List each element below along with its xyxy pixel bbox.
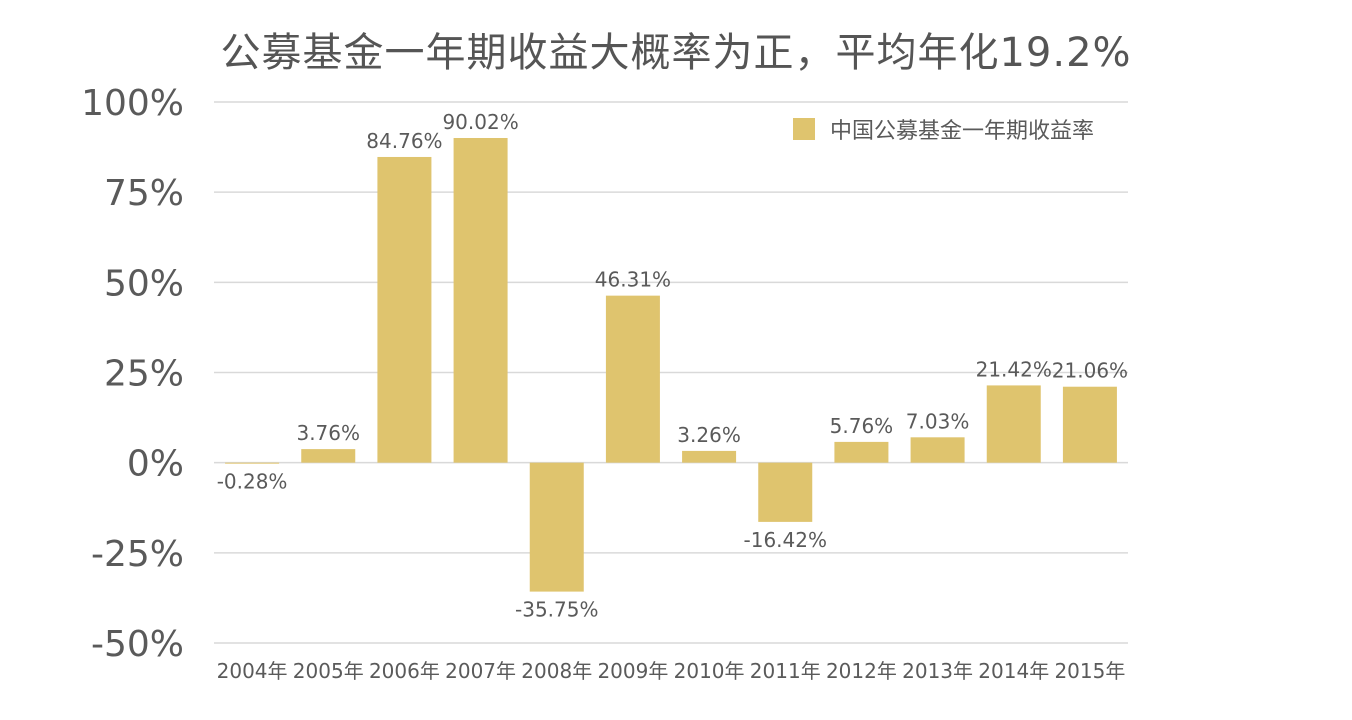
- bar: [605, 295, 660, 463]
- y-tick-label: 75%: [104, 173, 184, 214]
- x-tick-label: 2009年: [597, 659, 668, 683]
- data-label: -16.42%: [744, 528, 827, 552]
- data-label: 3.26%: [677, 423, 741, 447]
- data-label: 84.76%: [366, 129, 442, 153]
- bars: [225, 137, 1117, 592]
- x-tick-label: 2015年: [1054, 659, 1125, 683]
- bar: [453, 137, 508, 463]
- y-tick-label: 50%: [104, 263, 184, 304]
- chart-title: 公募基金一年期收益大概率为正，平均年化19.2%: [220, 30, 1132, 76]
- data-label: 5.76%: [830, 414, 894, 438]
- bar: [225, 462, 280, 464]
- bar: [682, 450, 737, 463]
- legend-label: 中国公募基金一年期收益率: [830, 119, 1094, 144]
- x-tick-label: 2011年: [750, 659, 821, 683]
- data-label: 3.76%: [296, 421, 360, 445]
- data-label: -0.28%: [217, 470, 288, 494]
- x-tick-label: 2013年: [902, 659, 973, 683]
- data-labels: -0.28% 3.76% 84.76%90.02% -35.75% 46.31% 3.26…: [217, 110, 1128, 622]
- bar: [301, 449, 356, 463]
- y-tick-label: -50%: [91, 624, 184, 665]
- y-tick-label: 0%: [127, 444, 184, 485]
- data-label: 21.06%: [1052, 359, 1128, 383]
- y-tick-label: 100%: [81, 83, 184, 124]
- data-label: 7.03%: [906, 409, 970, 433]
- x-tick-label: 2010年: [674, 659, 745, 683]
- x-tick-label: 2006年: [369, 659, 440, 683]
- x-axis-ticks: 2004年 2005年 2006年 2007年 2008年 2009年 2010年 2011年…: [217, 659, 1126, 683]
- bar: [910, 437, 965, 463]
- bar: [834, 441, 889, 463]
- y-tick-label: 25%: [104, 354, 184, 395]
- legend: 中国公募基金一年期收益率: [793, 118, 1094, 144]
- bar: [377, 156, 432, 463]
- x-tick-label: 2008年: [521, 659, 592, 683]
- data-label: 21.42%: [976, 357, 1052, 381]
- grid-lines: [214, 101, 1128, 644]
- y-tick-label: -25%: [91, 534, 184, 575]
- bar: [758, 462, 813, 522]
- bar: [529, 462, 584, 592]
- x-tick-label: 2007年: [445, 659, 516, 683]
- data-label: 46.31%: [595, 268, 671, 292]
- x-tick-label: 2014年: [978, 659, 1049, 683]
- bar: [986, 385, 1041, 463]
- bar: [1062, 386, 1117, 463]
- data-label: -35.75%: [515, 598, 598, 622]
- data-label: 90.02%: [442, 110, 518, 134]
- x-tick-label: 2005年: [293, 659, 364, 683]
- x-tick-label: 2004年: [217, 659, 288, 683]
- legend-swatch: [793, 118, 815, 140]
- x-tick-label: 2012年: [826, 659, 897, 683]
- y-axis-ticks: 100% 75% 50% 25% 0% -25% -50%: [81, 83, 184, 665]
